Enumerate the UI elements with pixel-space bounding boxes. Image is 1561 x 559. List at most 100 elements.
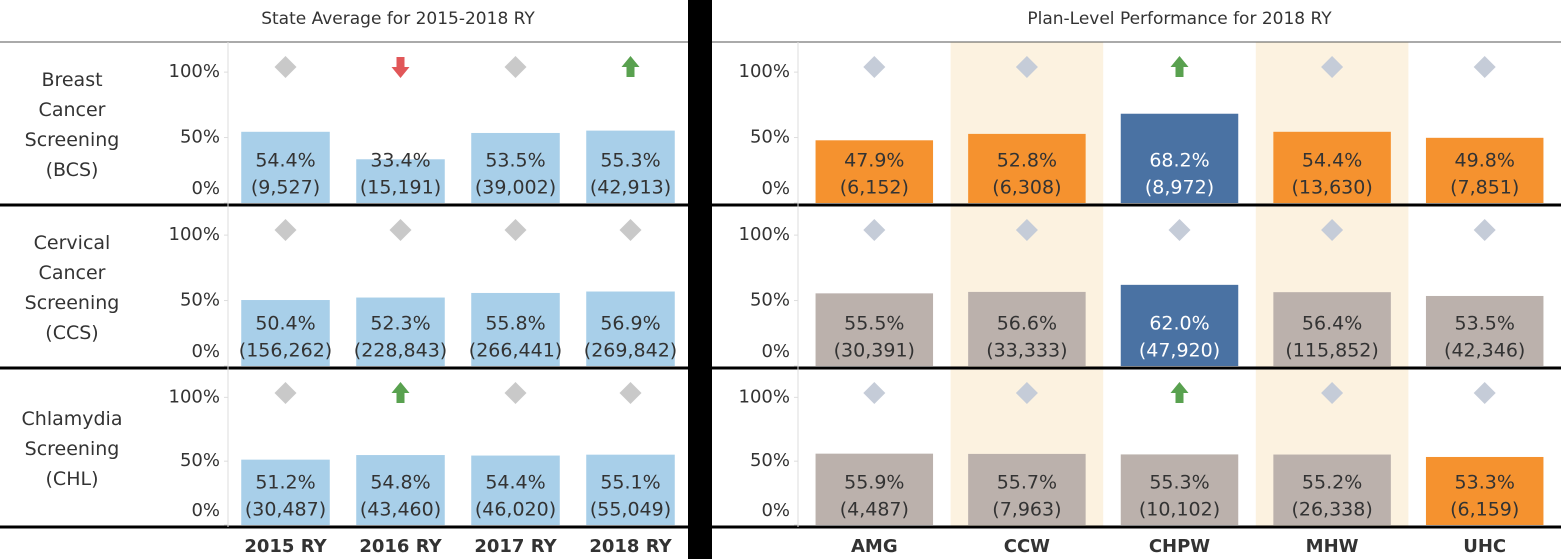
measure-label: Breast [41, 69, 102, 91]
value-label: 54.4% [255, 150, 315, 172]
value-label: 55.2% [1302, 472, 1362, 494]
bar [586, 454, 675, 525]
y-tick-label: 0% [191, 341, 220, 362]
measure-label: (CHL) [46, 468, 99, 490]
status-diamond [504, 219, 527, 241]
value-label: 53.5% [485, 150, 545, 172]
y-tick-label: 100% [169, 61, 220, 82]
count-label: (47,920) [1139, 340, 1220, 362]
bar [1120, 454, 1239, 525]
value-label: 52.8% [997, 150, 1057, 172]
x-tick-label: AMG [851, 536, 898, 557]
bar [968, 291, 1086, 366]
panel-title: State Average for 2015-2018 RY [261, 9, 535, 29]
bar [586, 130, 675, 203]
count-label: (228,843) [354, 340, 447, 362]
value-label: 33.4% [370, 150, 430, 172]
value-label: 56.4% [1302, 313, 1362, 335]
status-diamond [1473, 56, 1496, 78]
bar [241, 459, 330, 525]
y-tick-label: 100% [169, 386, 220, 407]
column-shade [1255, 42, 1409, 527]
y-tick-label: 0% [191, 178, 220, 199]
value-label: 54.4% [1302, 150, 1362, 172]
count-label: (55,049) [590, 499, 671, 521]
bar [1120, 284, 1239, 366]
measure-label: (BCS) [46, 159, 99, 181]
y-tick-label: 50% [750, 127, 790, 148]
status-diamond [504, 56, 527, 78]
bar [471, 132, 560, 203]
bar [356, 455, 445, 525]
x-tick-label: MHW [1306, 536, 1359, 557]
x-tick-label: 2015 RY [244, 536, 327, 557]
count-label: (42,913) [590, 177, 671, 199]
count-label: (156,262) [239, 340, 332, 362]
value-label: 55.3% [600, 150, 660, 172]
measure-label: Screening [25, 438, 120, 460]
status-diamond [863, 56, 886, 78]
bar [356, 297, 445, 366]
y-tick-label: 0% [761, 341, 790, 362]
bar [815, 140, 934, 203]
status-diamond [1321, 219, 1344, 241]
y-tick-label: 100% [169, 224, 220, 245]
value-label: 54.8% [370, 472, 430, 494]
bar [968, 453, 1086, 525]
count-label: (8,972) [1145, 177, 1214, 199]
bar [1273, 292, 1391, 366]
value-label: 55.9% [844, 472, 904, 494]
measure-label: Cancer [39, 99, 106, 121]
status-up-arrow [1170, 382, 1189, 403]
y-tick-label: 0% [761, 178, 790, 199]
count-label: (42,346) [1444, 340, 1525, 362]
count-label: (30,391) [834, 340, 915, 362]
divider [688, 0, 712, 559]
value-label: 52.3% [370, 313, 430, 335]
x-tick-label: 2017 RY [474, 536, 557, 557]
x-tick-label: CCW [1004, 536, 1050, 557]
count-label: (46,020) [475, 499, 556, 521]
y-tick-label: 100% [739, 61, 790, 82]
status-up-arrow [1170, 56, 1189, 77]
bar [968, 133, 1086, 203]
bar [1425, 456, 1544, 525]
value-label: 56.6% [997, 313, 1057, 335]
value-label: 47.9% [844, 150, 904, 172]
y-tick-label: 100% [739, 386, 790, 407]
bar [241, 131, 330, 203]
count-label: (9,527) [251, 177, 320, 199]
count-label: (115,852) [1285, 340, 1378, 362]
value-label: 55.3% [1149, 472, 1209, 494]
panel-title: Plan-Level Performance for 2018 RY [1027, 9, 1332, 29]
status-diamond [1015, 382, 1038, 404]
x-tick-label: 2018 RY [589, 536, 672, 557]
count-label: (7,963) [992, 499, 1061, 521]
status-diamond [863, 219, 886, 241]
count-label: (15,191) [360, 177, 441, 199]
value-label: 68.2% [1149, 150, 1209, 172]
y-tick-label: 50% [750, 290, 790, 311]
count-label: (10,102) [1139, 499, 1220, 521]
count-label: (13,630) [1291, 177, 1372, 199]
value-label: 53.3% [1455, 472, 1515, 494]
status-diamond [1321, 382, 1344, 404]
status-down-arrow [391, 57, 410, 78]
count-label: (43,460) [360, 499, 441, 521]
measure-label: Cervical [34, 232, 111, 254]
x-tick-label: 2016 RY [359, 536, 442, 557]
bar [356, 159, 445, 203]
bar [1425, 295, 1544, 366]
bar [586, 291, 675, 366]
count-label: (6,152) [840, 177, 909, 199]
x-tick-label: UHC [1463, 536, 1506, 557]
bar [471, 292, 560, 366]
bar [815, 293, 934, 366]
y-tick-label: 0% [191, 500, 220, 521]
count-label: (4,487) [840, 499, 909, 521]
bar [1273, 454, 1391, 525]
status-diamond [1473, 382, 1496, 404]
measure-label: (CCS) [45, 322, 98, 344]
count-label: (266,441) [469, 340, 562, 362]
